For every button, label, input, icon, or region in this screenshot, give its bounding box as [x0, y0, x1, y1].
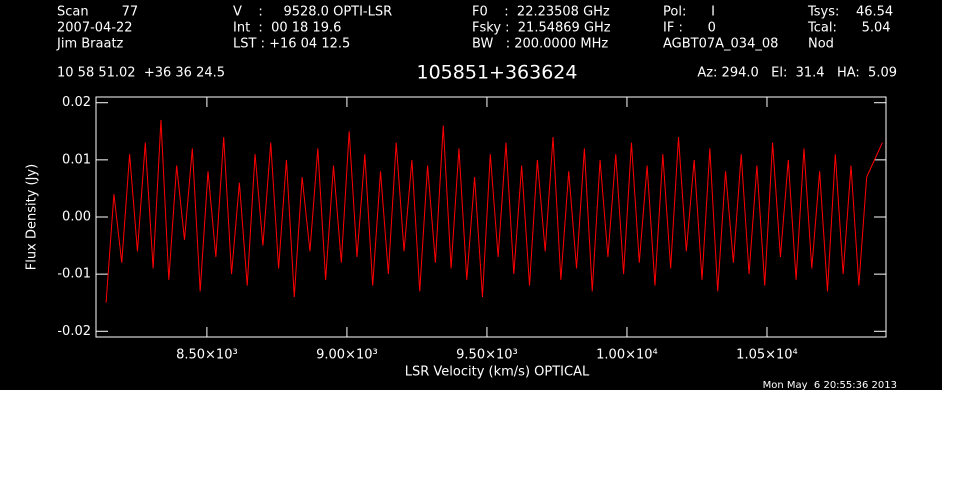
y-tick-label: 0.02 — [62, 95, 91, 110]
header-field: F0 : 22.23508 GHz — [472, 5, 610, 20]
header-field: Nod — [808, 37, 834, 52]
y-tick-label: 0.01 — [62, 152, 91, 167]
header-field: Tsys: 46.54 — [807, 5, 893, 20]
header-field: Fsky : 21.54869 GHz — [472, 21, 611, 36]
spectrum-line — [105, 119, 883, 303]
position: 10 58 51.02 +36 36 24.5 — [57, 66, 225, 81]
pointing: Az: 294.0 El: 31.4 HA: 5.09 — [697, 66, 897, 81]
x-tick-label: 8.50×10³ — [176, 348, 238, 363]
header-field: Scan 77 — [57, 5, 138, 20]
header-field: 2007-04-22 — [57, 21, 133, 36]
timestamp: Mon May 6 20:55:36 2013 — [763, 380, 897, 391]
y-tick-label: -0.02 — [57, 324, 91, 339]
y-tick-label: -0.01 — [57, 267, 91, 282]
y-axis-label: Flux Density (Jy) — [25, 164, 40, 270]
x-axis-label: LSR Velocity (km/s) OPTICAL — [405, 365, 590, 380]
x-tick-label: 9.00×10³ — [316, 348, 378, 363]
x-tick-label: 1.05×10⁴ — [736, 348, 798, 363]
header-field: Tcal: 5.04 — [807, 21, 891, 36]
header-field: Pol: I — [663, 5, 715, 20]
x-tick-label: 1.00×10⁴ — [596, 348, 658, 363]
header-field: AGBT07A_034_08 — [663, 37, 778, 52]
header-field: BW : 200.0000 MHz — [472, 37, 608, 52]
y-tick-label: 0.00 — [62, 210, 91, 225]
chart-title: 105851+363624 — [417, 62, 578, 84]
header-field: IF : 0 — [663, 21, 716, 36]
header-field: Int : 00 18 19.6 — [233, 21, 341, 36]
header-field: V : 9528.0 OPTI-LSR — [233, 5, 392, 20]
header-field: Jim Braatz — [56, 37, 124, 52]
header-field: LST : +16 04 12.5 — [233, 37, 350, 52]
x-tick-label: 9.50×10³ — [456, 348, 518, 363]
